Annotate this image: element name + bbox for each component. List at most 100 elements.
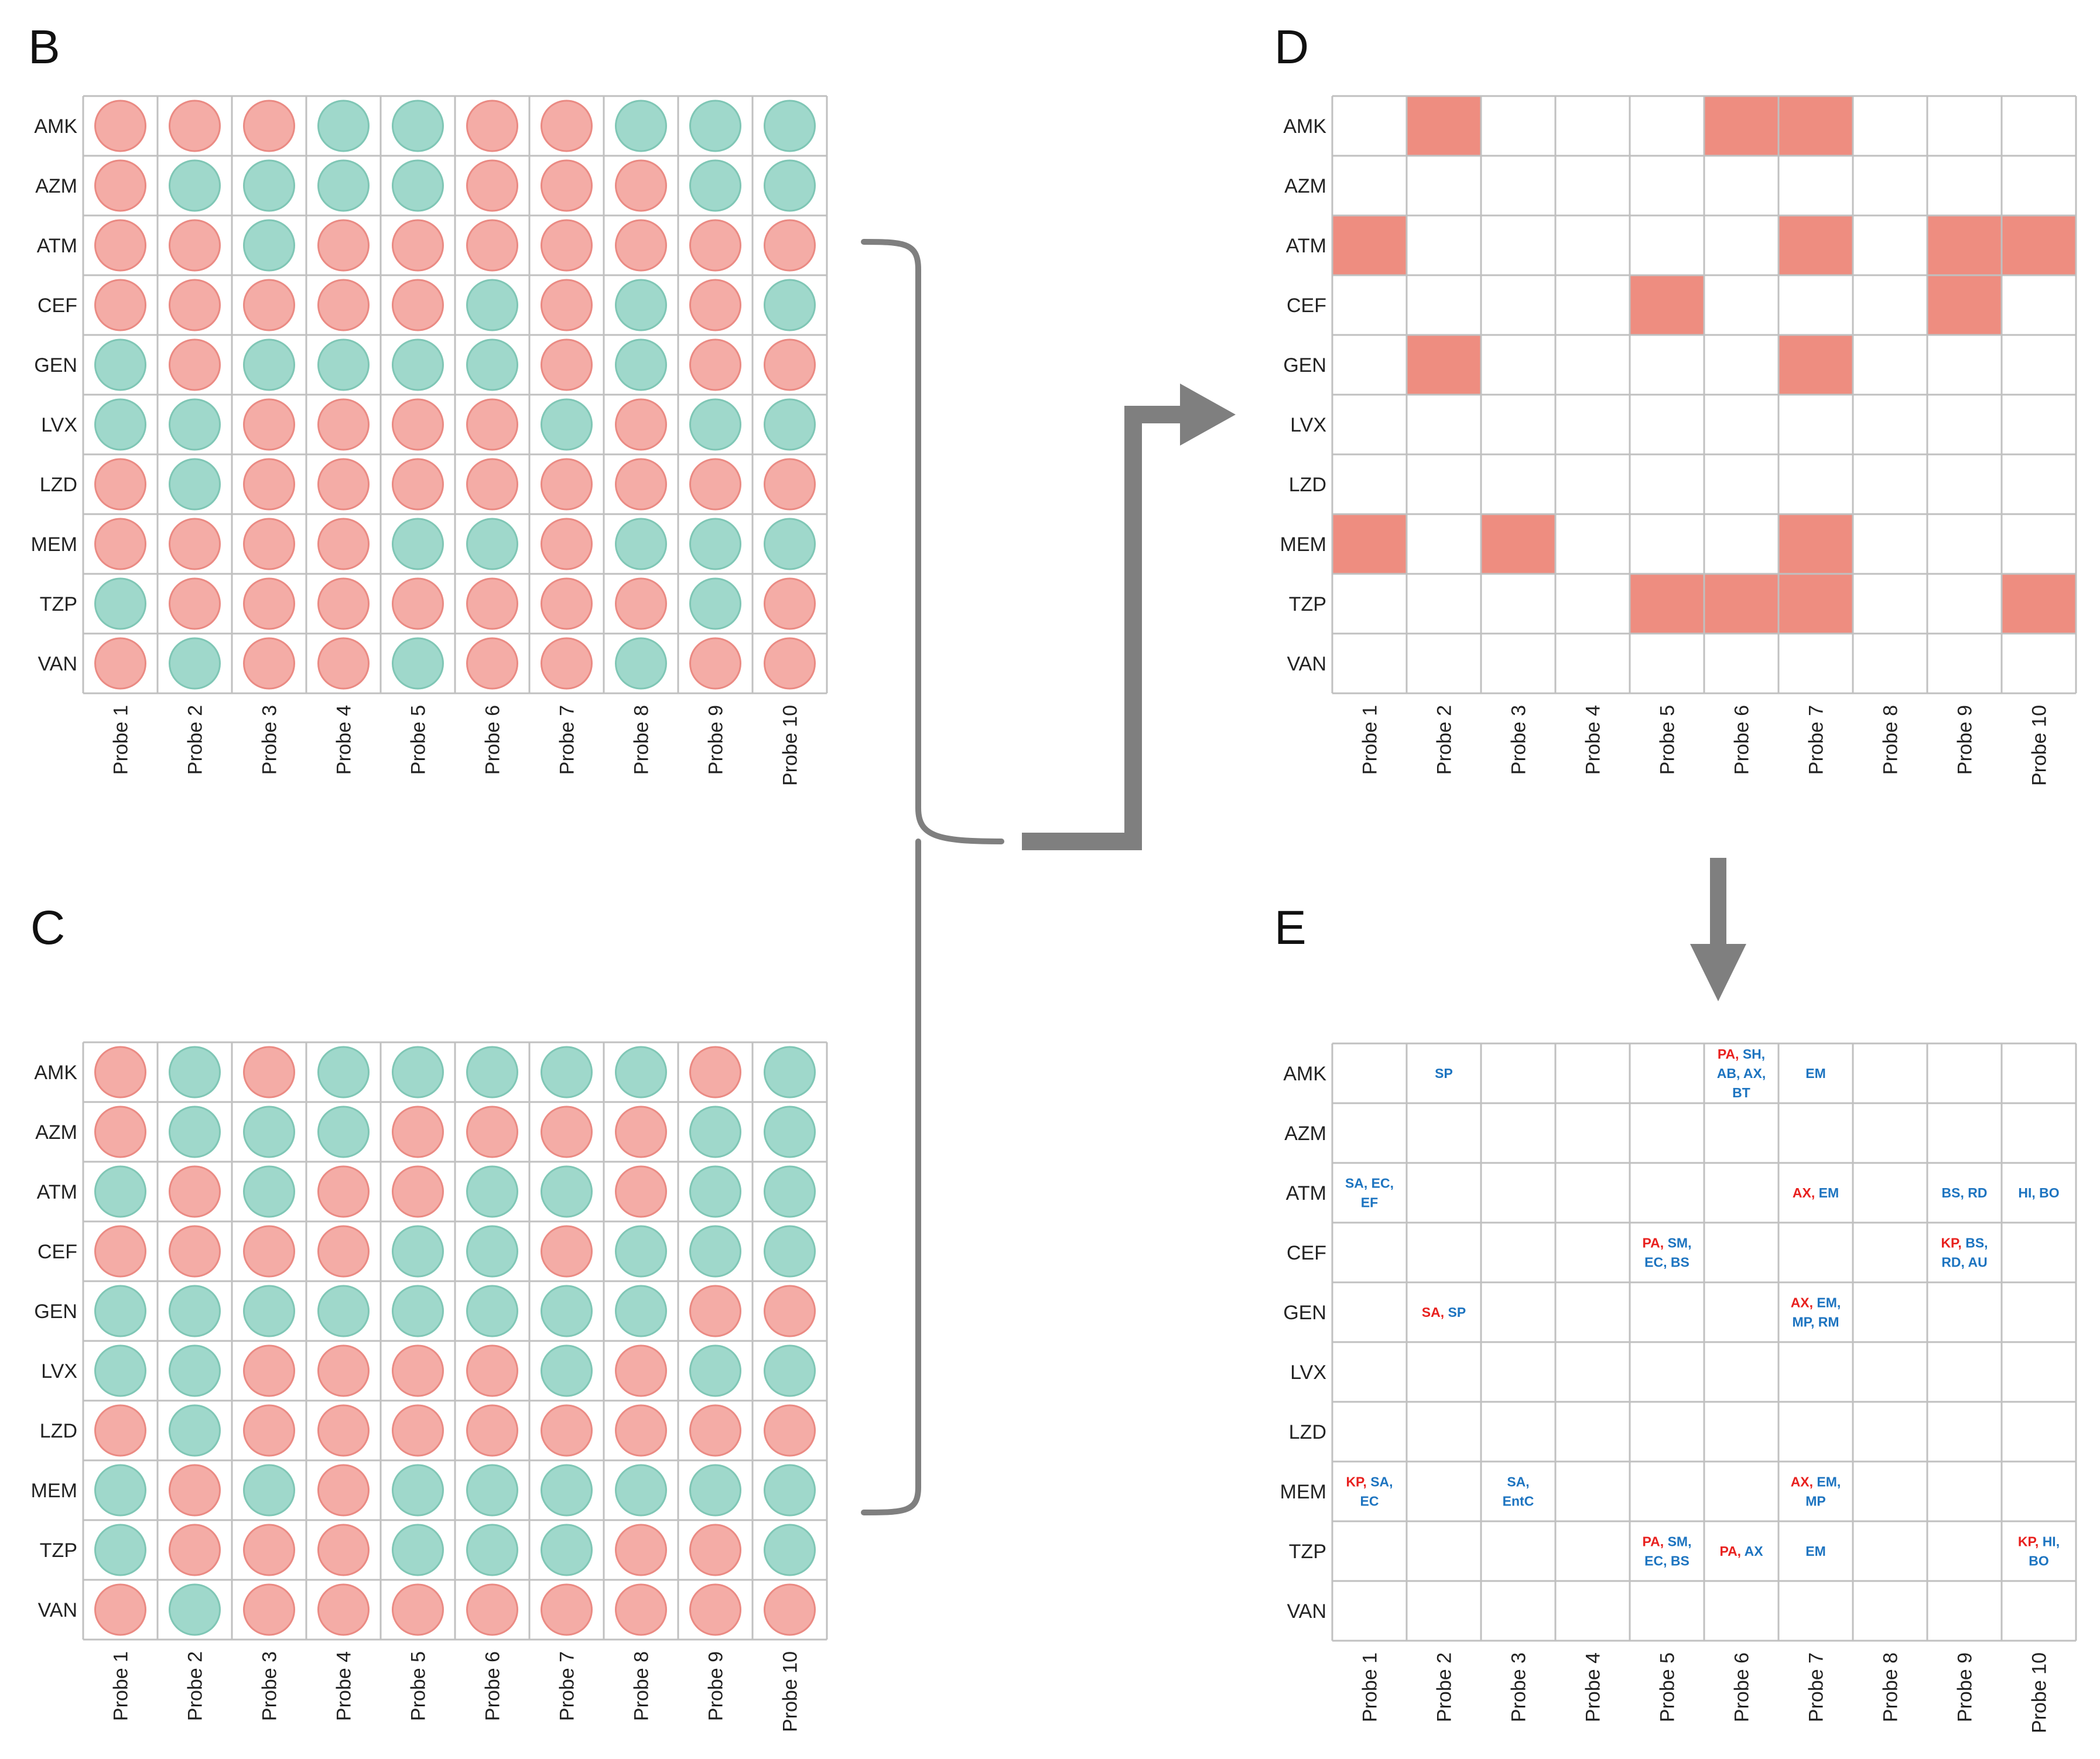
panel-letter-b: B xyxy=(28,20,60,74)
organism-abbrev-blue: EM xyxy=(1819,1185,1839,1200)
susceptible-dot-mem-probe-5 xyxy=(392,1464,444,1517)
resistant-dot-cef-probe-7 xyxy=(541,1225,593,1278)
resistant-dot-cef-probe-7 xyxy=(541,279,593,331)
susceptible-dot-mem-probe-3 xyxy=(243,1464,295,1517)
resistant-dot-cef-probe-3 xyxy=(243,1225,295,1278)
column-label-probe-1: Probe 1 xyxy=(110,1651,132,1721)
susceptible-dot-atm-probe-6 xyxy=(466,1165,518,1218)
organism-abbrev-blue: MP, RM xyxy=(1792,1315,1839,1330)
flow-connectors xyxy=(861,239,1746,1515)
susceptible-dot-azm-probe-10 xyxy=(764,159,816,212)
resistant-dot-azm-probe-8 xyxy=(615,159,667,212)
resistant-dot-van-probe-3 xyxy=(243,637,295,690)
resistant-dot-van-probe-8 xyxy=(615,1583,667,1636)
column-label-probe-1: Probe 1 xyxy=(1359,705,1381,775)
organism-cell-text-amk-probe-7: EM xyxy=(1805,1066,1826,1081)
susceptible-dot-amk-probe-5 xyxy=(392,1046,444,1098)
resistant-dot-mem-probe-2 xyxy=(169,1464,221,1517)
resistant-dot-gen-probe-9 xyxy=(689,338,741,391)
susceptible-dot-cef-probe-8 xyxy=(615,1225,667,1278)
susceptible-dot-atm-probe-10 xyxy=(764,1165,816,1218)
resistant-dot-atm-probe-2 xyxy=(169,219,221,272)
organism-cell-text-tzp-probe-5: EC, BS xyxy=(1644,1553,1689,1569)
susceptible-dot-mem-probe-5 xyxy=(392,518,444,570)
susceptible-dot-mem-probe-10 xyxy=(764,1464,816,1517)
mismatch-cell-tzp-probe-6 xyxy=(1704,574,1778,634)
resistant-dot-lzd-probe-9 xyxy=(689,458,741,511)
column-label-probe-5: Probe 5 xyxy=(1657,1652,1679,1722)
mismatch-cell-tzp-probe-10 xyxy=(2002,574,2076,634)
panel-c-susceptibility-grid: C AMK AZM ATM CEF GEN LVX LZD MEM TZP VAN Probe 1 Pr… xyxy=(30,901,828,1732)
organism-abbrev-red: PA, xyxy=(1718,1046,1743,1062)
column-label-probe-4: Probe 4 xyxy=(333,1651,355,1721)
resistant-dot-lvx-probe-8 xyxy=(615,1344,667,1397)
susceptible-dot-mem-probe-6 xyxy=(466,1464,518,1517)
susceptible-dot-lvx-probe-2 xyxy=(169,398,221,451)
column-label-probe-1: Probe 1 xyxy=(1359,1652,1381,1722)
row-label-lzd: LZD xyxy=(40,474,77,496)
mismatch-cell-cef-probe-5 xyxy=(1630,275,1704,335)
organism-cell-text-cef-probe-9: RD, AU xyxy=(1941,1255,1987,1270)
column-label-probe-10: Probe 10 xyxy=(2029,705,2051,786)
organism-cell-text-tzp-probe-5: PA, SM, xyxy=(1643,1534,1692,1549)
susceptible-dot-lvx-probe-9 xyxy=(689,1344,741,1397)
susceptible-dot-amk-probe-10 xyxy=(764,100,816,152)
organism-abbrev-blue: SH, xyxy=(1743,1046,1765,1062)
susceptible-dot-atm-probe-9 xyxy=(689,1165,741,1218)
organism-cell-text-cef-probe-5: PA, SM, xyxy=(1643,1236,1692,1251)
organism-cell-text-mem-probe-7: AX, EM, xyxy=(1791,1474,1841,1490)
susceptible-dot-van-probe-2 xyxy=(169,1583,221,1636)
organism-cell-text-cef-probe-9: KP, BS, xyxy=(1941,1236,1988,1251)
row-label-lzd: LZD xyxy=(1289,1421,1326,1443)
resistant-dot-azm-probe-8 xyxy=(615,1106,667,1158)
resistant-dot-amk-probe-3 xyxy=(243,1046,295,1098)
column-label-probe-2: Probe 2 xyxy=(184,1651,207,1721)
resistant-dot-atm-probe-4 xyxy=(317,219,370,272)
resistant-dot-mem-probe-4 xyxy=(317,518,370,570)
resistant-dot-van-probe-1 xyxy=(94,637,146,690)
row-label-tzp: TZP xyxy=(1289,593,1326,615)
susceptible-dot-atm-probe-7 xyxy=(541,1165,593,1218)
organism-abbrev-blue: SP xyxy=(1448,1305,1466,1320)
resistant-dot-azm-probe-6 xyxy=(466,159,518,212)
row-label-cef: CEF xyxy=(37,295,77,317)
resistant-dot-tzp-probe-3 xyxy=(243,1524,295,1576)
susceptible-dot-cef-probe-10 xyxy=(764,1225,816,1278)
susceptible-dot-gen-probe-5 xyxy=(392,1285,444,1337)
resistant-dot-atm-probe-9 xyxy=(689,219,741,272)
resistant-dot-gen-probe-7 xyxy=(541,338,593,391)
arrow-head-right-icon xyxy=(1180,384,1236,446)
susceptible-dot-mem-probe-9 xyxy=(689,1464,741,1517)
resistant-dot-cef-probe-2 xyxy=(169,279,221,331)
susceptible-dot-azm-probe-3 xyxy=(243,159,295,212)
resistant-dot-lzd-probe-7 xyxy=(541,1404,593,1457)
organism-abbrev-blue: EntC xyxy=(1503,1494,1534,1509)
susceptible-dot-tzp-probe-1 xyxy=(94,577,146,630)
organism-cell-text-gen-probe-2: SA, SP xyxy=(1422,1305,1466,1320)
row-label-amk: AMK xyxy=(1283,115,1326,138)
row-label-van: VAN xyxy=(1287,1600,1326,1623)
resistant-dot-cef-probe-3 xyxy=(243,279,295,331)
susceptible-dot-lvx-probe-1 xyxy=(94,398,146,451)
row-label-mem: MEM xyxy=(1280,1481,1326,1503)
susceptible-dot-cef-probe-9 xyxy=(689,1225,741,1278)
resistant-dot-lzd-probe-1 xyxy=(94,458,146,511)
susceptible-dot-lzd-probe-2 xyxy=(169,1404,221,1457)
resistant-dot-tzp-probe-3 xyxy=(243,577,295,630)
resistant-dot-tzp-probe-2 xyxy=(169,1524,221,1576)
susceptible-dot-mem-probe-7 xyxy=(541,1464,593,1517)
resistant-dot-tzp-probe-2 xyxy=(169,577,221,630)
susceptible-dot-gen-probe-6 xyxy=(466,1285,518,1337)
resistant-dot-lzd-probe-1 xyxy=(94,1404,146,1457)
row-label-lvx: LVX xyxy=(41,1360,77,1382)
organism-cell-text-amk-probe-6: AB, AX, xyxy=(1717,1066,1766,1081)
column-label-probe-6: Probe 6 xyxy=(482,705,504,775)
organism-cell-text-mem-probe-7: MP xyxy=(1805,1494,1826,1509)
row-label-atm: ATM xyxy=(1286,235,1326,257)
susceptible-dot-azm-probe-4 xyxy=(317,159,370,212)
organism-cell-text-amk-probe-2: SP xyxy=(1435,1066,1453,1081)
organism-abbrev-blue: AX xyxy=(1745,1544,1764,1559)
column-label-probe-9: Probe 9 xyxy=(705,1651,727,1721)
resistant-dot-atm-probe-5 xyxy=(392,219,444,272)
resistant-dot-lvx-probe-3 xyxy=(243,398,295,451)
